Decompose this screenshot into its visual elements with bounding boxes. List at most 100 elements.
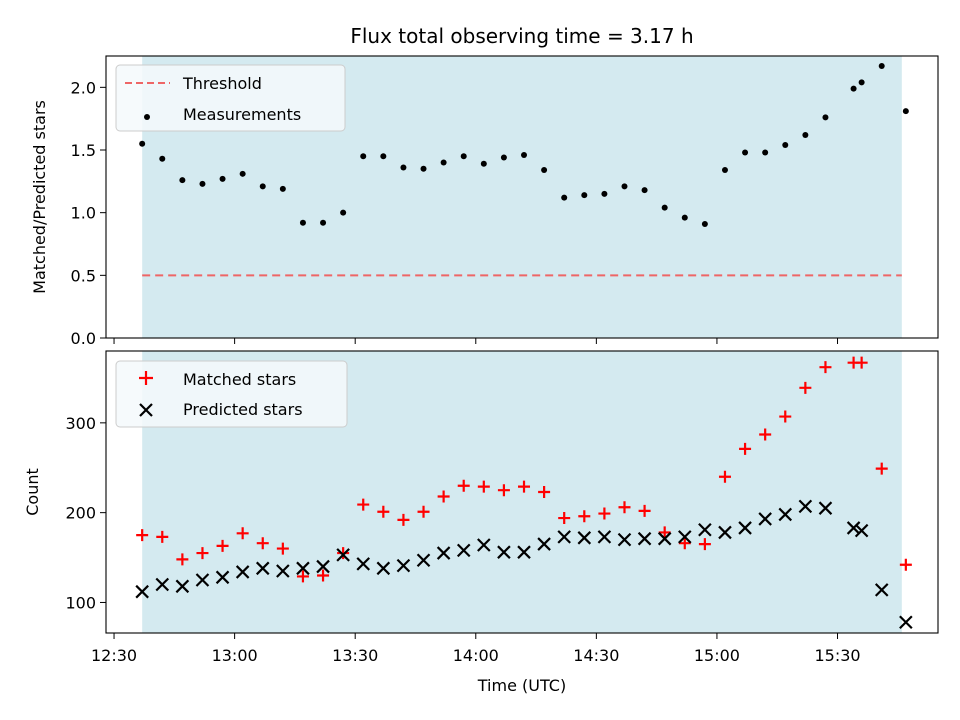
- predicted-star-point: [456, 543, 471, 558]
- matched-star-point: [538, 486, 551, 498]
- predicted-star-point: [175, 579, 190, 594]
- predicted-star-point: [846, 521, 861, 535]
- top-axes-frame: [105, 55, 939, 339]
- matched-star-point: [558, 512, 571, 525]
- matched-star-point: [176, 553, 189, 566]
- top-measurement-points: [139, 63, 909, 227]
- matched-star-point: [618, 501, 631, 514]
- measurement-point: [762, 149, 769, 156]
- top-y-tick-label: 0.5: [71, 266, 96, 285]
- x-tick-label: 14:30: [573, 646, 619, 665]
- legend-measurements-label: Measurements: [183, 105, 301, 124]
- x-tick-label: 13:00: [212, 646, 258, 665]
- predicted-star-point: [854, 523, 869, 538]
- predicted-star-point: [818, 501, 833, 515]
- predicted-star-point: [798, 499, 813, 514]
- matched-star-point: [236, 527, 249, 540]
- measurement-point: [661, 204, 668, 211]
- matched-star-point: [578, 510, 591, 523]
- top-x-ticks: [113, 338, 839, 344]
- measurement-point: [340, 209, 347, 216]
- legend-predicted-label: Predicted stars: [183, 400, 303, 419]
- predicted-star-point: [436, 546, 451, 560]
- bottom-y-axis-label: Count: [23, 468, 42, 516]
- matched-star-point: [457, 479, 470, 492]
- measurement-point: [641, 187, 648, 194]
- predicted-star-point: [557, 530, 571, 544]
- matched-star-point: [819, 361, 832, 374]
- matched-star-point: [799, 381, 812, 394]
- measurement-point: [500, 154, 507, 161]
- matched-star-point: [317, 569, 330, 582]
- bottom-y-tick-label: 200: [65, 504, 96, 523]
- measurement-point: [902, 108, 909, 115]
- predicted-star-point: [135, 584, 149, 599]
- predicted-star-point: [336, 548, 350, 562]
- matched-star-point: [739, 442, 752, 455]
- predicted-star-point: [537, 537, 551, 551]
- predicted-star-point: [678, 530, 692, 544]
- bottom-y-ticks: 100 200 300: [65, 414, 106, 612]
- x-tick-label: 13:30: [332, 646, 378, 665]
- matched-star-point: [377, 505, 390, 518]
- measurement-point: [360, 153, 367, 160]
- top-y-axis-label: Matched/Predicted stars: [30, 100, 49, 294]
- matched-star-point: [855, 356, 868, 369]
- predicted-star-point: [597, 530, 612, 544]
- predicted-star-point: [396, 558, 411, 573]
- measurement-point: [279, 185, 286, 192]
- bottom-legend-box: [115, 360, 348, 428]
- matched-star-point: [437, 490, 450, 503]
- matched-star-point: [899, 558, 912, 571]
- predicted-star-point: [316, 559, 330, 574]
- legend-matched-label: Matched stars: [183, 370, 296, 389]
- x-tick-label: 12:30: [91, 646, 137, 665]
- matched-star-point: [417, 505, 430, 518]
- x-tick-label: 15:30: [814, 646, 860, 665]
- top-y-tick-label: 0.0: [71, 329, 96, 348]
- top-legend: Threshold Measurements: [115, 64, 346, 132]
- measurement-point: [460, 153, 467, 160]
- measurement-point: [400, 164, 407, 171]
- predicted-star-point: [497, 545, 511, 559]
- measurement-point: [858, 79, 865, 86]
- measurement-point: [199, 180, 206, 187]
- measurement-point: [721, 167, 728, 174]
- matched-star-point: [518, 480, 531, 493]
- measurement-point: [219, 175, 226, 182]
- predicted-star-point: [657, 531, 672, 546]
- predicted-star-point: [698, 522, 712, 537]
- matched-star-point: [638, 504, 651, 517]
- predicted-star-point: [155, 577, 170, 592]
- measurement-point: [159, 155, 166, 162]
- measurement-point: [850, 85, 857, 92]
- predicted-star-point: [577, 531, 592, 545]
- measurement-point: [521, 152, 528, 159]
- measurement-point: [601, 190, 608, 197]
- predicted-star-point: [296, 561, 310, 576]
- predicted-star-point: [195, 573, 210, 587]
- measurement-point: [681, 214, 688, 221]
- bottom-panel: 100 200 300 12:30 13:00 13:30 14:00 14:30 15:00…: [23, 350, 939, 695]
- predicted-star-point: [477, 538, 491, 552]
- measurement-point: [420, 165, 427, 172]
- bottom-axes-frame: [105, 350, 939, 634]
- measurement-point: [380, 153, 387, 160]
- matched-star-point: [156, 530, 169, 543]
- predicted-star-point: [235, 565, 250, 579]
- measurement-point: [259, 183, 266, 190]
- predicted-star-point: [718, 525, 732, 540]
- matched-star-point: [136, 529, 149, 542]
- legend-matched-swatch: [139, 371, 153, 385]
- matched-star-point: [875, 462, 888, 475]
- matched-star-point: [296, 570, 309, 583]
- measurement-point: [239, 170, 246, 177]
- matched-star-point: [477, 480, 490, 493]
- legend-predicted-swatch: [139, 403, 153, 417]
- x-axis-label: Time (UTC): [477, 676, 566, 695]
- predicted-star-point: [416, 553, 431, 568]
- measurement-point: [139, 140, 146, 147]
- predicted-star-point: [376, 561, 391, 576]
- measurement-point: [440, 159, 447, 166]
